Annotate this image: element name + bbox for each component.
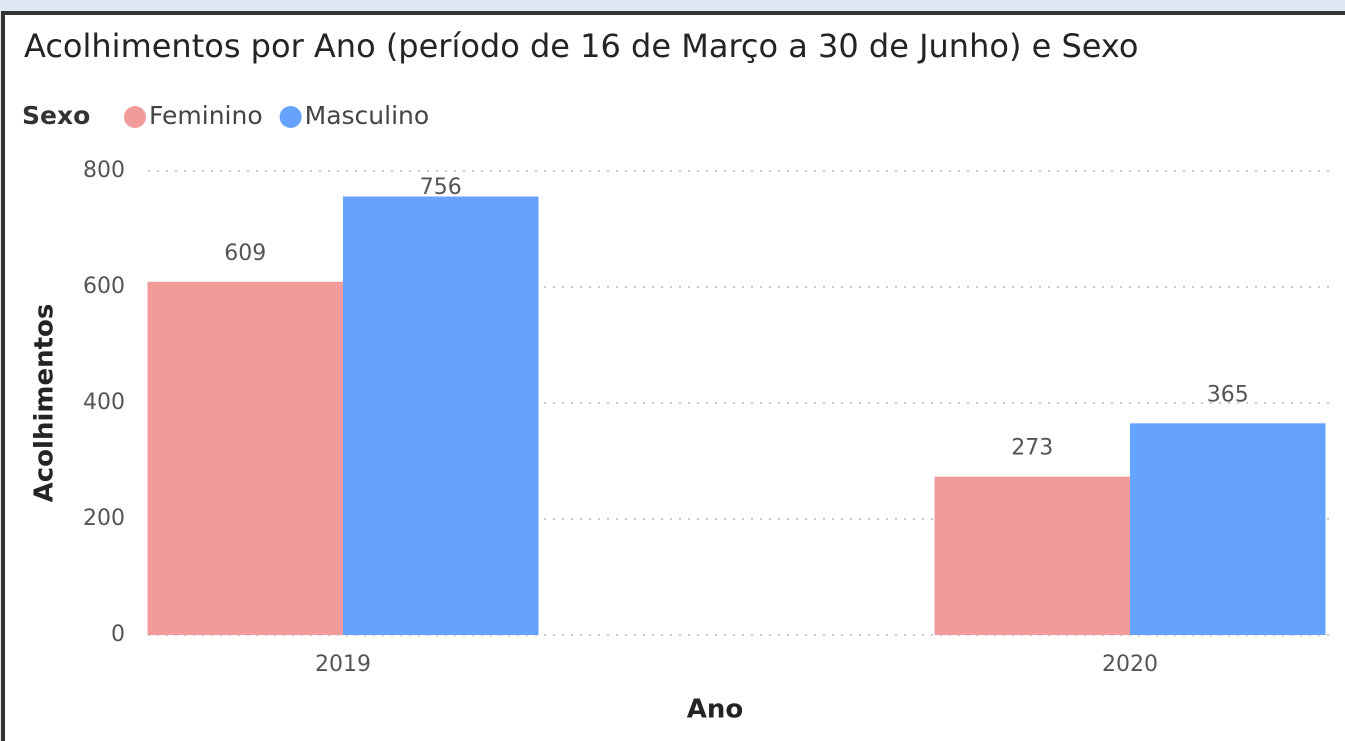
y-tick-label: 200	[83, 506, 125, 531]
x-axis-title: Ano	[687, 695, 744, 725]
data-label: 365	[1207, 382, 1249, 407]
data-label: 756	[420, 175, 462, 200]
data-label: 273	[1011, 436, 1053, 461]
legend-swatch	[124, 106, 146, 128]
legend-swatch	[279, 106, 302, 128]
y-axis-title: Acolhimentos	[30, 304, 60, 503]
bar	[934, 476, 1130, 635]
chart-title: Acolhimentos por Ano (período de 16 de M…	[24, 27, 1138, 65]
data-label: 609	[224, 241, 266, 266]
bar	[343, 196, 539, 635]
bar	[147, 281, 343, 635]
legend-title: Sexo	[22, 101, 90, 130]
bar	[1130, 423, 1326, 635]
legend-label: Masculino	[305, 101, 430, 130]
y-tick-label: 0	[111, 622, 125, 647]
legend-label: Feminino	[149, 101, 263, 130]
y-tick-label: 600	[83, 274, 125, 299]
x-tick-label: 2019	[315, 652, 371, 677]
x-tick-label: 2020	[1102, 652, 1158, 677]
y-tick-label: 800	[83, 158, 125, 183]
y-tick-label: 400	[83, 390, 125, 415]
